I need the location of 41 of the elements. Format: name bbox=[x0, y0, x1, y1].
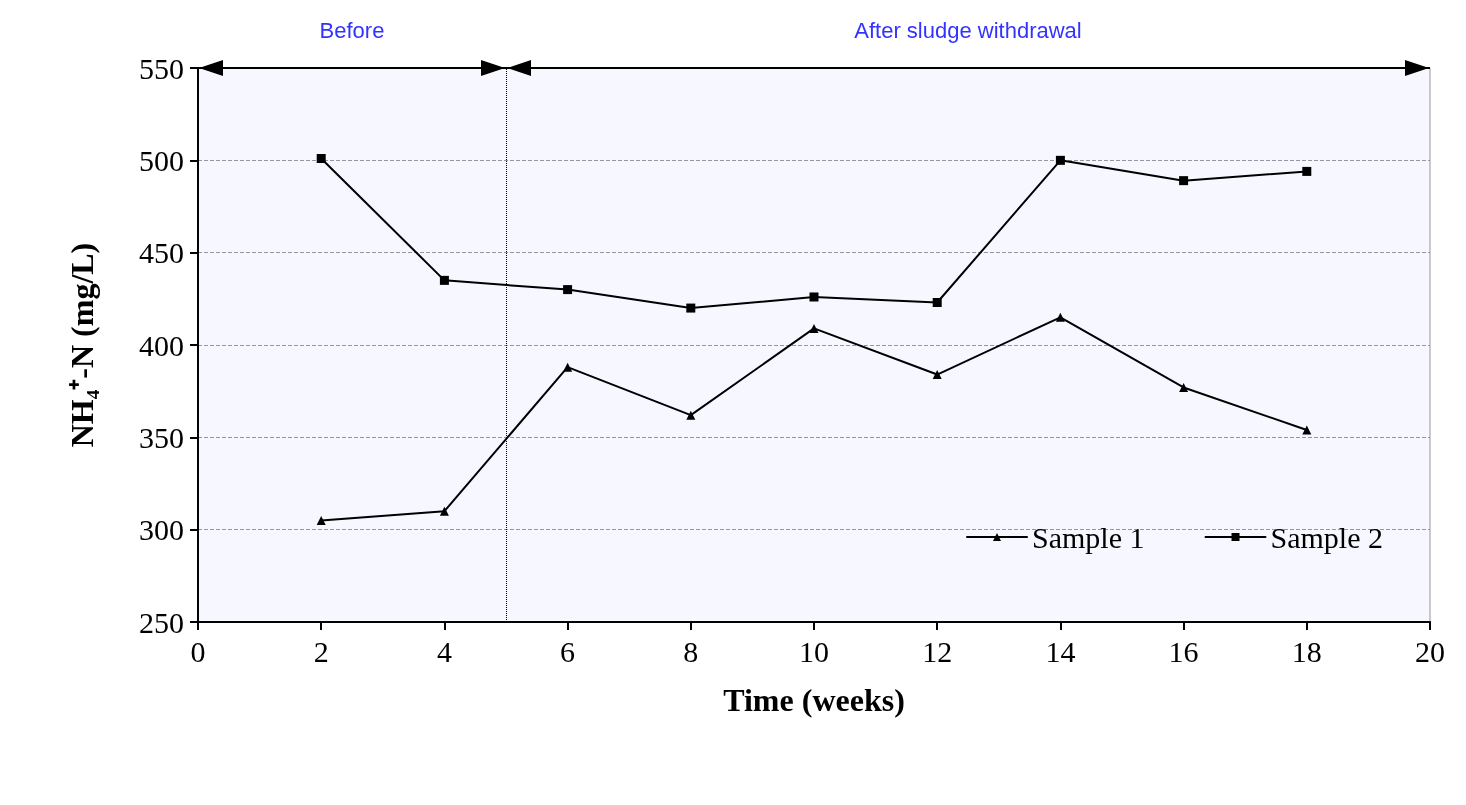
x-tick-label: 18 bbox=[1291, 634, 1322, 668]
y-tick-label: 550 bbox=[139, 51, 184, 85]
x-tick-label: 0 bbox=[190, 634, 206, 668]
y-tick-label: 350 bbox=[139, 420, 184, 454]
y-tick-label: 500 bbox=[139, 143, 184, 177]
x-tick-label: 2 bbox=[313, 634, 329, 668]
band-label: After sludge withdrawal bbox=[854, 18, 1082, 43]
point bbox=[1055, 155, 1065, 165]
legend-label: Sample 1 bbox=[1032, 520, 1145, 554]
point bbox=[563, 362, 573, 372]
point bbox=[932, 298, 942, 308]
x-tick-label: 16 bbox=[1168, 634, 1199, 668]
x-tick-label: 4 bbox=[436, 634, 452, 668]
point bbox=[1179, 176, 1189, 186]
legend-label: Sample 2 bbox=[1270, 520, 1384, 554]
point bbox=[439, 506, 449, 516]
point bbox=[1302, 166, 1312, 176]
x-axis-title: Time (weeks) bbox=[723, 682, 905, 718]
point bbox=[686, 303, 696, 313]
point bbox=[316, 153, 326, 163]
point bbox=[316, 515, 326, 525]
point bbox=[1179, 382, 1189, 392]
y-tick-label: 450 bbox=[139, 236, 184, 270]
x-tick-label: 20 bbox=[1415, 634, 1445, 668]
x-tick-label: 10 bbox=[799, 634, 829, 668]
x-tick-label: 8 bbox=[683, 634, 699, 668]
y-axis-title: NH₄⁺-N (mg/L) bbox=[64, 242, 100, 448]
point bbox=[809, 292, 819, 302]
x-tick-label: 6 bbox=[560, 634, 576, 668]
band-label: Before bbox=[319, 18, 385, 43]
point bbox=[932, 370, 942, 380]
point bbox=[809, 323, 819, 333]
y-tick-label: 300 bbox=[139, 513, 184, 547]
y-tick-label: 250 bbox=[139, 605, 184, 639]
point bbox=[1055, 312, 1065, 322]
y-tick-label: 400 bbox=[139, 328, 184, 362]
x-tick-label: 14 bbox=[1045, 634, 1076, 668]
point bbox=[686, 410, 696, 420]
x-tick-label: 12 bbox=[922, 634, 953, 668]
point bbox=[563, 285, 573, 295]
point bbox=[439, 275, 449, 285]
